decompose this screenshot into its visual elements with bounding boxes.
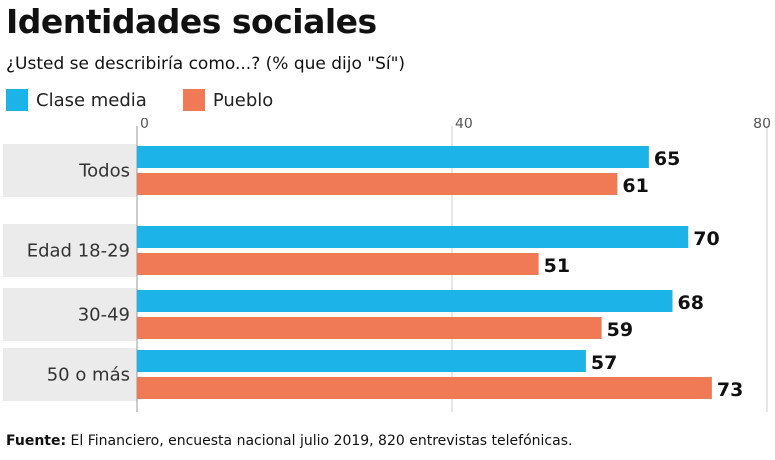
row-band-1 (3, 224, 137, 277)
value-label-s1-c3: 73 (717, 379, 743, 401)
value-label-s0-c0: 65 (654, 148, 680, 170)
value-label-s1-c0: 61 (622, 175, 648, 197)
bar-s1-c0 (137, 173, 618, 195)
bar-s1-c3 (137, 377, 712, 399)
bar-s0-c3 (137, 350, 586, 372)
row-band-0 (3, 144, 137, 197)
row-band-3 (3, 348, 137, 401)
x-tick-label-80: 80 (753, 118, 771, 132)
x-tick-label-40: 40 (455, 118, 473, 132)
legend-label-clase-media: Clase media (36, 89, 147, 111)
bar-s0-c2 (137, 290, 673, 312)
category-label-2: 30-49 (78, 305, 130, 326)
legend-swatch-pueblo (182, 89, 205, 111)
chart-subtitle: ¿Usted se describiría como...? (% que di… (6, 54, 406, 74)
source-text: El Financiero, encuesta nacional julio 2… (70, 433, 573, 449)
category-label-3: 50 o más (47, 365, 130, 386)
x-tick-label-0: 0 (140, 118, 149, 132)
category-label-0: Todos (78, 161, 130, 182)
bar-s0-c0 (137, 146, 649, 168)
legend-item-clase-media: Clase media (6, 89, 147, 111)
chart-title: Identidades sociales (6, 2, 377, 41)
legend-label-pueblo: Pueblo (212, 89, 274, 111)
bar-chart: 0 40 80 Todos 65 61 Edad 18-29 70 51 30-49 68 59 50 … (3, 118, 771, 412)
value-label-s0-c2: 68 (678, 292, 704, 314)
bar-s0-c1 (137, 226, 689, 248)
value-label-s0-c1: 70 (693, 228, 719, 250)
legend-swatch-clase-media (6, 89, 28, 111)
row-band-2 (3, 288, 137, 341)
source-note: Fuente: El Financiero, encuesta nacional… (6, 433, 572, 449)
bar-s1-c2 (137, 317, 602, 339)
bar-s1-c1 (137, 253, 539, 275)
value-label-s1-c1: 51 (544, 255, 570, 277)
value-label-s0-c3: 57 (591, 352, 617, 374)
legend-item-pueblo: Pueblo (182, 89, 274, 111)
legend: Clase media Pueblo (6, 88, 309, 112)
value-label-s1-c2: 59 (607, 319, 633, 341)
category-label-1: Edad 18-29 (27, 241, 130, 262)
source-label: Fuente: (6, 433, 67, 449)
